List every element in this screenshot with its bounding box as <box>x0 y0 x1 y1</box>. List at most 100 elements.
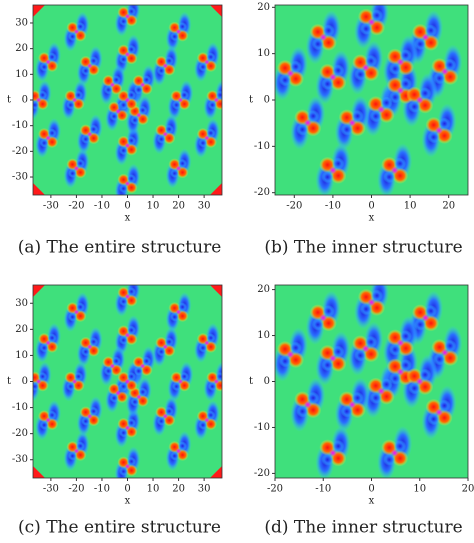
core <box>135 112 142 119</box>
y-tick-label: 10 <box>15 350 28 361</box>
hot-lobe <box>127 136 136 146</box>
core <box>367 18 376 27</box>
x-tick-label: -10 <box>315 484 331 495</box>
core <box>73 28 80 35</box>
hot-lobe <box>39 343 49 353</box>
x-tick-label: -20 <box>68 484 84 495</box>
x-tick-label: 30 <box>198 201 211 212</box>
core <box>162 62 169 69</box>
hot-lobe <box>207 382 217 391</box>
x-tick-label: 10 <box>404 201 417 212</box>
hot-lobe <box>119 146 128 156</box>
core <box>319 33 328 42</box>
hot-lobe <box>307 391 320 404</box>
core <box>86 131 93 138</box>
core <box>124 332 131 339</box>
hot-lobe <box>66 100 76 110</box>
x-tick-label: -10 <box>94 484 110 495</box>
core <box>162 413 169 420</box>
core <box>86 343 93 350</box>
hot-lobe <box>179 90 189 100</box>
y-tick-label: -10 <box>254 141 270 152</box>
x-tick-label: 0 <box>124 201 130 212</box>
hot-lobe <box>444 339 457 352</box>
hot-lobe <box>207 100 217 110</box>
hot-lobe <box>332 64 345 77</box>
core <box>45 59 52 65</box>
hot-lobe <box>134 366 144 376</box>
hot-lobe <box>278 355 292 368</box>
core <box>162 343 169 350</box>
core <box>319 313 328 322</box>
x-tick-label: 20 <box>442 201 455 212</box>
core <box>124 463 131 470</box>
core <box>203 339 210 346</box>
hot-lobe <box>75 441 85 451</box>
hot-lobe <box>67 168 77 178</box>
core <box>86 413 93 420</box>
panel: -20 -10 0 10 20 -20 -10 0 10 20 x t (b) The inner st… <box>249 2 469 258</box>
hot-lobe <box>142 75 152 85</box>
hot-lobe <box>399 330 412 343</box>
hot-lobe <box>388 343 402 356</box>
core <box>71 97 78 103</box>
hot-lobe <box>119 54 128 64</box>
x-tick-label: 20 <box>462 484 474 495</box>
x-tick-label: 10 <box>147 201 160 212</box>
core <box>367 298 376 307</box>
hot-lobe <box>127 456 136 466</box>
density-image <box>33 285 222 478</box>
hot-lobe <box>393 157 407 170</box>
core <box>203 59 210 65</box>
hot-lobe <box>351 391 364 404</box>
hot-lobe <box>66 382 76 391</box>
core <box>162 131 169 138</box>
hot-lobe <box>289 341 302 354</box>
hot-lobe <box>47 333 57 343</box>
hot-lobe <box>307 109 320 123</box>
hot-lobe <box>127 174 136 184</box>
hot-lobe <box>365 335 378 349</box>
core <box>124 142 131 149</box>
corner <box>33 5 45 17</box>
core <box>361 344 370 353</box>
x-tick-label: 0 <box>368 484 374 495</box>
hot-lobe <box>321 77 334 91</box>
core <box>440 67 449 76</box>
hot-lobe <box>38 90 48 100</box>
y-tick-label: 0 <box>264 376 270 387</box>
core <box>175 165 182 172</box>
x-tick-label: 0 <box>368 201 374 212</box>
y-tick-label: -20 <box>12 428 28 439</box>
hot-lobe <box>119 428 128 438</box>
core <box>124 51 131 58</box>
core <box>175 28 182 35</box>
hot-lobe <box>130 115 140 125</box>
core <box>35 378 42 385</box>
hot-lobe <box>380 378 393 391</box>
core <box>390 166 399 175</box>
core <box>328 448 337 457</box>
hot-lobe <box>332 345 345 358</box>
core <box>177 97 184 103</box>
core <box>348 400 357 409</box>
hot-lobe <box>388 372 402 385</box>
core <box>175 447 182 454</box>
hot-lobe <box>164 56 174 66</box>
hot-lobe <box>39 62 49 72</box>
core <box>71 378 78 385</box>
y-tick-label: -10 <box>12 120 28 131</box>
core <box>377 387 386 396</box>
hot-lobe <box>311 37 324 51</box>
hot-lobe <box>81 66 91 76</box>
hot-lobe <box>360 303 373 316</box>
hot-lobe <box>75 22 85 32</box>
x-tick-label: -20 <box>267 484 283 495</box>
y-tick-label: 20 <box>257 2 270 13</box>
hot-lobe <box>399 49 412 62</box>
y-axis-label: t <box>7 376 11 387</box>
hot-lobe <box>171 382 181 391</box>
hot-lobe <box>89 406 99 416</box>
core <box>286 350 295 359</box>
